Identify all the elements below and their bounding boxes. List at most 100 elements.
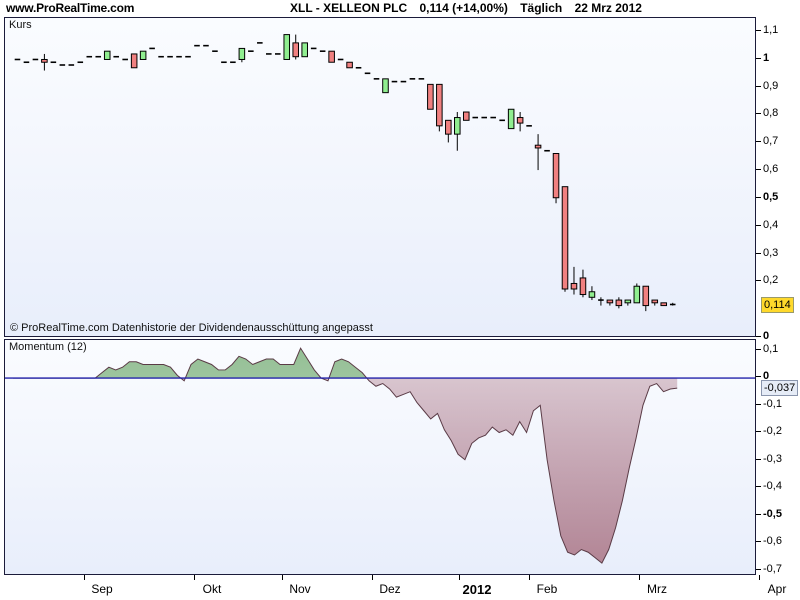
axis-tick-mark xyxy=(756,196,761,198)
date-tick-mark xyxy=(759,575,760,580)
axis-tick-label: 0,4 xyxy=(763,218,779,231)
candlestick xyxy=(642,285,650,312)
candlestick xyxy=(570,266,578,295)
candlestick xyxy=(598,297,604,306)
candle-body-up xyxy=(238,47,246,60)
candle-body-up xyxy=(624,299,632,304)
last-price-change: 0,114 (+14,00%) xyxy=(419,1,508,15)
price-panel-label: Kurs xyxy=(9,19,32,31)
date-tick-mark xyxy=(194,575,195,580)
date-tick-mark xyxy=(639,575,640,580)
momentum-positive-area xyxy=(95,348,367,379)
candlestick xyxy=(139,50,147,60)
price-value-axis[interactable]: 1,1 1 0,9 0,8 0,7 0,6 0,5 0,4 0,3 0,2 0 0,114 xyxy=(756,17,800,342)
date-tick-label: Mrz xyxy=(647,582,667,596)
axis-tick-mark xyxy=(756,280,761,282)
current-momentum-badge: -0,037 xyxy=(761,379,799,396)
timeframe-label: Täglich xyxy=(520,1,563,15)
axis-tick-mark xyxy=(756,513,761,515)
date-tick-label: Apr xyxy=(767,582,787,596)
axis-tick-mark xyxy=(756,486,761,488)
axis-tick-label: 0,6 xyxy=(763,163,779,175)
candle-body-down xyxy=(651,299,659,304)
axis-tick-label: 0,3 xyxy=(763,246,779,259)
axis-tick-label: 0,7 xyxy=(763,135,779,148)
axis-tick-mark xyxy=(756,458,761,460)
axis-tick-mark xyxy=(756,431,761,433)
candle-body-down xyxy=(445,119,452,135)
axis-tick-mark xyxy=(756,336,761,337)
date-tick-label: Feb xyxy=(536,582,558,596)
candlestick xyxy=(606,299,614,306)
axis-tick-label: 0,5 xyxy=(763,190,779,203)
candle-body-down xyxy=(606,299,614,304)
candlestick xyxy=(561,186,569,292)
date-tick-label: Okt xyxy=(202,582,222,596)
candlestick xyxy=(445,119,452,143)
candlestick xyxy=(507,108,515,130)
candle-body-down xyxy=(130,53,138,69)
candlestick xyxy=(651,299,659,306)
axis-tick-mark xyxy=(756,349,761,350)
instrument-symbol: XLL - XELLEON PLC xyxy=(290,1,408,15)
axis-tick-label: 1 xyxy=(763,51,770,64)
candle-body-up xyxy=(301,42,308,58)
axis-tick-label: -0,4 xyxy=(763,480,782,493)
candle-body-down xyxy=(427,83,434,110)
candlestick xyxy=(579,269,587,298)
candle-body-down xyxy=(328,50,335,63)
candlestick xyxy=(346,61,353,69)
date-tick-label: Sep xyxy=(91,582,113,596)
candle-body-down xyxy=(660,302,668,307)
candle-body-down xyxy=(570,282,578,290)
axis-tick-label: 0 xyxy=(763,370,770,383)
momentum-chart-panel[interactable]: Momentum (12) xyxy=(4,339,756,575)
candle-body-down xyxy=(561,186,569,290)
date-tick-mark xyxy=(372,575,373,580)
chart-header: www.ProRealTime.com XLL - XELLEON PLC 0,… xyxy=(0,0,800,17)
momentum-value-axis[interactable]: 0,1 0 -0,1 -0,2 -0,3 -0,4 -0,5 -0,6 -0,7 -0,037 xyxy=(756,339,800,575)
instrument-title-bar: XLL - XELLEON PLC 0,114 (+14,00%) Täglic… xyxy=(290,1,651,15)
axis-tick-mark xyxy=(756,57,761,59)
candlestick xyxy=(454,112,461,151)
candlestick xyxy=(301,42,308,58)
candlestick xyxy=(534,134,542,171)
momentum-area-plot[interactable] xyxy=(5,340,755,574)
axis-tick-label: 0,8 xyxy=(763,107,779,120)
candlestick xyxy=(103,50,111,60)
axis-tick-label: -0,3 xyxy=(763,452,782,465)
candlestick xyxy=(292,34,300,60)
candlestick xyxy=(624,299,632,306)
axis-tick-label: 0,2 xyxy=(763,274,779,287)
candle-body-down xyxy=(292,42,300,58)
chart-date: 22 Mrz 2012 xyxy=(574,1,642,15)
date-tick-mark xyxy=(84,575,85,580)
date-tick-mark xyxy=(529,575,530,580)
candlestick-plot[interactable] xyxy=(5,18,755,336)
axis-tick-label: 0 xyxy=(763,330,770,342)
candlestick xyxy=(516,112,524,132)
candle-body-down xyxy=(462,111,470,121)
candle-body-down xyxy=(642,285,650,307)
candle-body-down xyxy=(534,144,542,149)
candle-body-down xyxy=(615,299,623,307)
date-tick-mark xyxy=(459,575,460,580)
candle-body-down xyxy=(436,83,443,127)
axis-tick-mark xyxy=(756,252,761,254)
candle-body-up xyxy=(103,50,111,60)
momentum-negative-area xyxy=(12,378,678,564)
candlestick xyxy=(552,153,560,204)
date-axis[interactable]: Sep Okt Nov Dez 2012 Feb Mrz Apr xyxy=(4,575,786,600)
candle-body-up xyxy=(507,108,515,130)
axis-tick-mark xyxy=(756,568,761,570)
axis-tick-label: -0,7 xyxy=(763,562,782,575)
axis-tick-mark xyxy=(756,376,761,378)
candlestick xyxy=(382,78,389,94)
price-chart-panel[interactable]: Kurs © ProRealTime.com Datenhistorie der… xyxy=(4,17,756,337)
axis-tick-mark xyxy=(756,169,761,170)
candlestick xyxy=(660,302,668,307)
date-tick-mark xyxy=(282,575,283,580)
brand-label: www.ProRealTime.com xyxy=(6,1,135,15)
candlestick xyxy=(427,83,434,110)
candle-body-up xyxy=(382,78,389,94)
